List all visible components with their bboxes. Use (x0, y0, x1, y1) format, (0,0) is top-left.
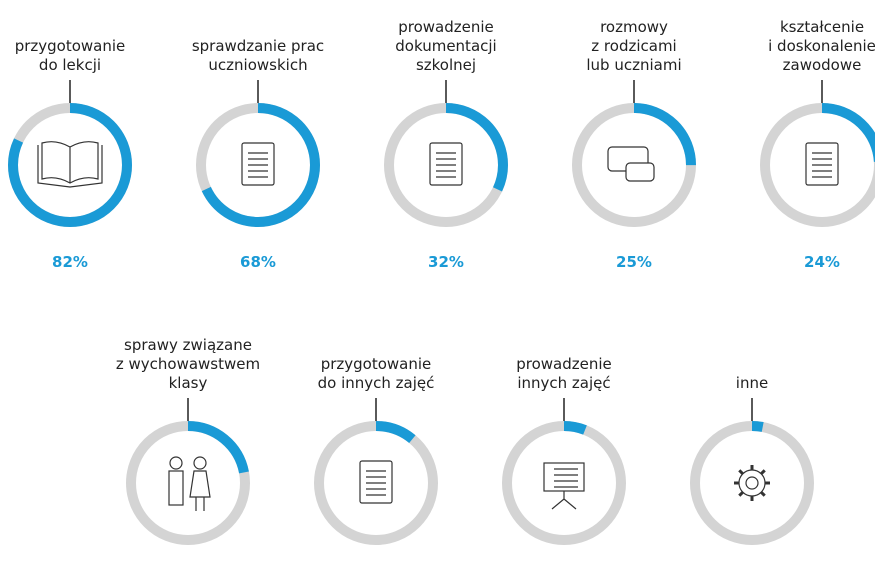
category-label: sprawy związane z wychowawstwem klasy (115, 336, 261, 392)
category-label: rozmowy z rodzicami lub uczniami (586, 18, 682, 74)
gear-tooth (738, 469, 744, 475)
ring-track (690, 421, 814, 545)
icon (543, 462, 585, 510)
ring-value (760, 103, 875, 227)
icon (241, 142, 275, 186)
value-label: 82% (52, 253, 88, 271)
bubble (625, 162, 655, 182)
ring-value (8, 103, 132, 227)
value-label: 68% (240, 253, 276, 271)
document (241, 142, 275, 186)
gear-tooth (738, 491, 744, 497)
icon (37, 141, 103, 188)
book (37, 141, 103, 188)
gear-tooth (760, 491, 766, 497)
gear-tooth (760, 469, 766, 475)
category-label: inne (735, 374, 769, 392)
icon (607, 146, 655, 182)
value-label: 25% (616, 253, 652, 271)
category-label: prowadzenie dokumentacji szkolnej (395, 18, 497, 74)
head (193, 456, 207, 470)
icon (805, 142, 839, 186)
document (359, 460, 393, 504)
document (429, 142, 463, 186)
ring-track (502, 421, 626, 545)
ring-value (502, 421, 626, 545)
body (189, 470, 211, 511)
gear-hole (745, 476, 759, 490)
category-label: sprawdzanie prac uczniowskich (191, 37, 325, 74)
head (169, 456, 183, 470)
gear (738, 469, 766, 497)
icon (734, 465, 770, 501)
value-label: 24% (804, 253, 840, 271)
ring-value (126, 421, 250, 545)
category-label: kształcenie i doskonalenie zawodowe (768, 18, 875, 74)
category-label: przygotowanie do lekcji (14, 37, 126, 74)
icon (429, 142, 463, 186)
value-label: 32% (428, 253, 464, 271)
icon (359, 460, 393, 504)
ring-value (690, 421, 814, 545)
stand (551, 491, 577, 510)
ring-value (384, 103, 508, 227)
category-label: prowadzenie innych zajęć (516, 355, 612, 392)
ring-value (572, 103, 696, 227)
ring-value (196, 103, 320, 227)
ring-value (314, 421, 438, 545)
document (805, 142, 839, 186)
icon (168, 456, 211, 511)
body (168, 470, 184, 506)
category-label: przygotowanie do innych zajęć (317, 355, 435, 392)
